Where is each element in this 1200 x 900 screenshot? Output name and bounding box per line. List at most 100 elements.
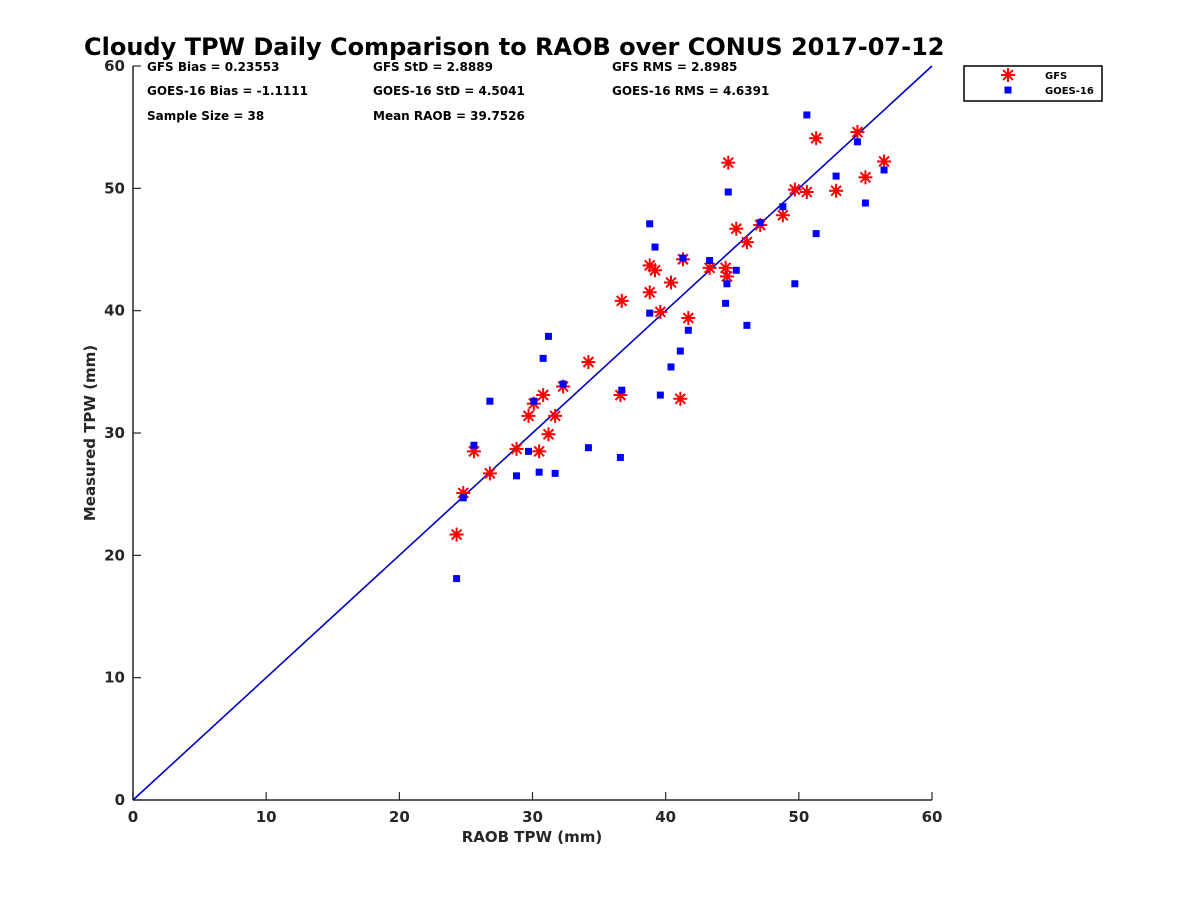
gfs-point: [642, 285, 657, 300]
gfs-point: [809, 131, 824, 146]
stat-gfs-std: GFS StD = 2.8889: [373, 60, 493, 74]
gfs-point: [799, 185, 814, 200]
goes16-point: [646, 220, 654, 228]
x-tick-label: 60: [922, 808, 943, 826]
goes16-point: [791, 280, 799, 288]
goes16-point: [676, 347, 684, 355]
series-goes16: [453, 111, 888, 583]
goes16-point: [667, 363, 675, 371]
goes16-point: [459, 494, 467, 502]
gfs-point: [787, 182, 802, 197]
goes16-point: [616, 453, 624, 461]
goes16-point: [656, 391, 664, 399]
stat-mean-raob: Mean RAOB = 39.7526: [373, 109, 525, 123]
y-axis-label: Measured TPW (mm): [81, 345, 99, 521]
goes16-point: [525, 447, 533, 455]
legend-label-gfs: GFS: [1045, 71, 1067, 82]
goes16-point: [651, 243, 659, 251]
goes16-point: [724, 188, 732, 196]
goes16-point: [513, 472, 521, 480]
stat-goes-rms: GOES-16 RMS = 4.6391: [612, 84, 769, 98]
goes16-point: [812, 230, 820, 238]
gfs-point: [653, 304, 668, 319]
chart-title: Cloudy TPW Daily Comparison to RAOB over…: [84, 33, 944, 61]
gfs-point: [775, 208, 790, 223]
legend-marker-goes16: [1004, 86, 1012, 94]
goes16-point: [706, 257, 714, 265]
y-tick-label: 50: [104, 179, 125, 197]
gfs-point: [739, 235, 754, 250]
stat-gfs-bias: GFS Bias = 0.23553: [147, 60, 279, 74]
y-tick-label: 40: [104, 302, 125, 320]
y-tick-label: 10: [104, 669, 125, 687]
gfs-point: [719, 269, 734, 284]
goes16-point: [880, 166, 888, 174]
goes16-point: [453, 575, 461, 583]
goes16-point: [684, 326, 692, 334]
gfs-point: [721, 155, 736, 170]
goes16-point: [779, 203, 787, 211]
reference-line-group: [132, 65, 933, 801]
stat-sample-size: Sample Size = 38: [147, 109, 264, 123]
goes16-point: [530, 397, 538, 405]
goes16-point: [853, 138, 861, 146]
gfs-point: [536, 388, 551, 403]
x-tick-label: 0: [128, 808, 138, 826]
axes: 0 10 20 30 40 50 60 0 10 20 30 40 50 60: [104, 57, 942, 826]
goes16-point: [584, 444, 592, 452]
gfs-point: [673, 391, 688, 406]
stats-block: GFS Bias = 0.23553 GFS StD = 2.8889 GFS …: [147, 60, 769, 123]
stat-goes-bias: GOES-16 Bias = -1.1111: [147, 84, 308, 98]
data-points: [449, 111, 892, 583]
gfs-point: [532, 444, 547, 459]
y-tick-label: 30: [104, 424, 125, 442]
x-tick-label: 50: [788, 808, 809, 826]
gfs-point: [729, 221, 744, 236]
goes16-point: [743, 321, 751, 329]
goes16-point: [646, 309, 654, 317]
goes16-point: [756, 219, 764, 227]
goes16-point: [723, 280, 731, 288]
gfs-point: [482, 466, 497, 481]
legend-box: [963, 65, 1103, 102]
gfs-point: [614, 293, 629, 308]
stat-goes-std: GOES-16 StD = 4.5041: [373, 84, 525, 98]
goes16-point: [618, 386, 626, 394]
goes16-point: [861, 199, 869, 207]
legend-marker-gfs: [1001, 68, 1015, 82]
x-tick-label: 30: [522, 808, 543, 826]
y-tick-label: 0: [115, 791, 125, 809]
x-tick-label: 20: [389, 808, 410, 826]
gfs-point: [548, 408, 563, 423]
goes16-point: [832, 172, 840, 180]
gfs-point: [829, 183, 844, 198]
goes16-point: [803, 111, 811, 119]
gfs-point: [850, 125, 865, 140]
goes16-point: [732, 266, 740, 274]
x-tick-label: 40: [655, 808, 676, 826]
gfs-point: [877, 154, 892, 169]
one-to-one-line: [132, 65, 933, 801]
legend-label-goes16: GOES-16: [1045, 86, 1094, 97]
stat-gfs-rms: GFS RMS = 2.8985: [612, 60, 737, 74]
y-tick-label: 60: [104, 57, 125, 75]
x-axis-label: RAOB TPW (mm): [462, 828, 603, 846]
gfs-point: [648, 263, 663, 278]
gfs-point: [663, 275, 678, 290]
gfs-point: [541, 427, 556, 442]
goes16-point: [679, 254, 687, 262]
goes16-point: [539, 354, 547, 362]
goes16-point: [722, 299, 730, 307]
gfs-point: [509, 441, 524, 456]
goes16-point: [544, 332, 552, 340]
gfs-point: [449, 527, 464, 542]
gfs-point: [858, 170, 873, 185]
gfs-point: [581, 355, 596, 370]
gfs-point: [521, 408, 536, 423]
x-tick-label: 10: [256, 808, 277, 826]
goes16-point: [559, 380, 567, 388]
y-tick-label: 20: [104, 546, 125, 564]
legend: GFS GOES-16: [963, 65, 1103, 102]
gfs-point: [681, 311, 696, 326]
